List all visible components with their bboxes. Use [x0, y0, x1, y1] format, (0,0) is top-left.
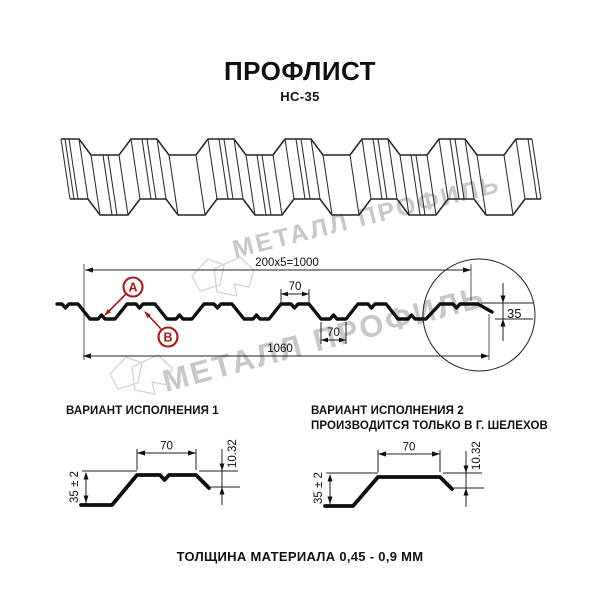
- label-a-text: A: [128, 281, 137, 295]
- label-b-circle: [157, 326, 179, 348]
- variant1-dim-height: 35 ± 2: [69, 470, 137, 503]
- svg-text:35 ± 2: 35 ± 2: [313, 472, 325, 504]
- dim-overall-width: 1060: [267, 343, 293, 355]
- dim-top-flat: 70: [289, 281, 302, 293]
- sheet-back-edge: [61, 138, 532, 156]
- dim-height: 35: [507, 306, 521, 321]
- watermark-text-top: МЕТАЛЛ ПРОФИЛЬ: [230, 170, 504, 264]
- variant1-dim-flat: 70: [136, 441, 197, 470]
- label-b-marker: B: [144, 311, 179, 348]
- dim-module-width: 200x5=1000: [255, 257, 319, 269]
- svg-text:70: 70: [403, 442, 416, 454]
- watermark-logo: [109, 354, 173, 395]
- sheet-3d-drawing: [60, 138, 542, 216]
- variant2-note: ПРОИЗВОДИТСЯ ТОЛЬКО В Г. ШЕЛЕХОВ: [311, 419, 548, 432]
- variant1-drawing: 70 10.32 35 ± 2: [69, 439, 240, 507]
- sheet-cut-edges: [60, 138, 542, 200]
- svg-text:35 ± 2: 35 ± 2: [69, 471, 81, 503]
- variant2-header: ВАРИАНТ ИСПОЛНЕНИЯ 2 ПРОИЗВОДИТСЯ ТОЛЬКО…: [311, 404, 548, 433]
- detail-circle: [422, 258, 536, 372]
- label-a-marker: A: [104, 276, 144, 316]
- profile-cross-section: [55, 302, 494, 321]
- variant2-dim-edge: 10.32: [443, 441, 484, 507]
- variant1-header: ВАРИАНТ ИСПОЛНЕНИЯ 1: [66, 404, 219, 419]
- variant2-dim-flat: 70: [377, 442, 441, 472]
- svg-text:70: 70: [160, 441, 173, 453]
- svg-text:10.32: 10.32: [227, 439, 239, 468]
- label-a-circle: [122, 276, 144, 298]
- profile-model-code: НС-35: [280, 89, 320, 104]
- dim-bottom-flat: 70: [327, 327, 340, 339]
- svg-text:10.32: 10.32: [471, 441, 483, 470]
- page-title: ПРОФЛИСТ: [223, 56, 377, 86]
- watermark-logo: [191, 256, 255, 297]
- variant1-title: ВАРИАНТ ИСПОЛНЕНИЯ 1: [66, 405, 219, 417]
- dimension-overall-width: 1060: [83, 343, 489, 359]
- label-b-text: B: [163, 331, 172, 345]
- sheet-rib-lines: [78, 138, 526, 216]
- variant2-title: ВАРИАНТ ИСПОЛНЕНИЯ 2: [311, 405, 464, 417]
- dimension-top-flat: 70: [280, 281, 310, 302]
- material-thickness-note: ТОЛЩИНА МАТЕРИАЛА 0,45 - 0,9 ММ: [176, 549, 424, 564]
- dimension-bottom-flat: 70: [320, 322, 347, 344]
- variant2-drawing: 70 10.32 35 ± 2: [313, 441, 484, 508]
- watermark-text-middle: МЕТАЛЛ ПРОФИЛЬ: [159, 279, 490, 399]
- variant1-dim-edge: 10.32: [199, 439, 240, 505]
- sheet-groove-lines: [102, 138, 465, 216]
- dimension-height: 35: [481, 283, 533, 341]
- variant1-profile: [79, 473, 211, 507]
- cross-section-drawing: 200x5=1000 1060 70: [55, 257, 536, 372]
- variant2-dim-height: 35 ± 2: [313, 472, 378, 504]
- variant2-profile: [323, 475, 454, 508]
- sheet-front-edge: [70, 198, 541, 216]
- dimension-total-width-top: 200x5=1000: [85, 257, 471, 273]
